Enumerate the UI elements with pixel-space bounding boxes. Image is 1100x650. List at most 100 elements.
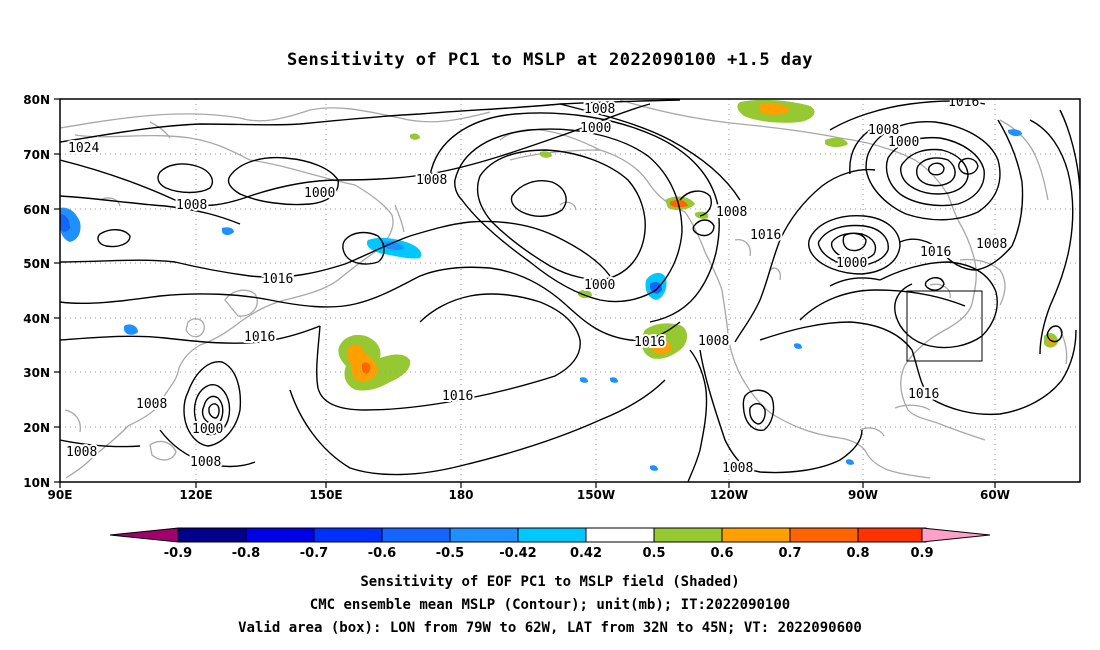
colorbar-cell (857, 527, 927, 543)
contour-label: 1008 (976, 237, 1007, 252)
contour-label: 1016 (920, 245, 951, 260)
shade-negative (1008, 129, 1022, 137)
shade-negative-core (382, 241, 404, 251)
shade-negative (124, 324, 138, 335)
shade-positive-inner (362, 362, 371, 374)
valid-area-box (906, 290, 983, 362)
colorbar-label: -0.5 (436, 546, 464, 561)
mslp-contours (60, 99, 1080, 482)
shade-negative (580, 377, 588, 383)
contour-label: 1008 (66, 445, 97, 460)
colorbar-cell (381, 527, 451, 543)
colorbar-cell (109, 527, 179, 543)
contour-label: 1008 (416, 173, 447, 188)
shade-negative (846, 459, 854, 465)
shade-negative (222, 227, 234, 235)
coastlines (60, 99, 1068, 479)
lon-tick-label: 120E (179, 488, 212, 502)
contour-label: 1008 (716, 205, 747, 220)
contour-label: 1000 (580, 121, 611, 136)
colorbar-cell (177, 527, 247, 543)
lat-tick-label: 30N (23, 366, 50, 380)
lat-tick-label: 10N (23, 476, 50, 490)
footer-caption-valid-area: Valid area (box): LON from 79W to 62W, L… (238, 620, 862, 636)
lat-tick-label: 60N (23, 203, 50, 217)
colorbar-label: -0.9 (164, 546, 192, 561)
lon-tick-label: 150E (309, 488, 342, 502)
lon-tick-label: 180 (448, 488, 473, 502)
colorbar-cell (921, 527, 991, 543)
map-plot-area: 1008 1000 1016 1024 1000 1008 1008 1008 … (60, 95, 1080, 482)
contour-label: 1008 (136, 397, 167, 412)
contour-label: 1000 (888, 135, 919, 150)
colorbar-label: 0.42 (570, 546, 602, 561)
colorbar-label: 0.9 (910, 546, 933, 561)
shade-positive-core (652, 340, 672, 355)
shade-negative-core (650, 282, 662, 294)
contour-label: 1000 (584, 278, 615, 293)
contour-label: 1008 (868, 123, 899, 138)
colorbar-label: -0.42 (499, 546, 536, 561)
contour-label: 1000 (192, 422, 223, 437)
contour-labels: 1008 1000 1016 1024 1000 1008 1008 1008 … (64, 95, 1009, 478)
contour-label: 1016 (750, 228, 781, 243)
page-title: Sensitivity of PC1 to MSLP at 2022090100… (286, 50, 813, 70)
gridlines (60, 99, 1080, 482)
lon-tick-label: 90W (848, 488, 878, 502)
contour-label: 1008 (190, 455, 221, 470)
contour-label: 1016 (244, 330, 275, 345)
contour-label: 1008 (584, 102, 615, 117)
lon-tick-label: 90E (48, 488, 73, 502)
lat-tick-label: 40N (23, 312, 50, 326)
shade-positive (410, 133, 420, 140)
lat-tick-label: 70N (23, 148, 50, 162)
colorbar-label: 0.5 (642, 546, 665, 561)
contour-label: 1008 (698, 334, 729, 349)
colorbar: -0.9 -0.8 -0.7 -0.6 -0.5 -0.42 0.42 0.5 … (109, 527, 991, 561)
shade-positive-core (760, 103, 790, 115)
map-frame (59, 98, 1081, 483)
colorbar-label: 0.6 (710, 546, 733, 561)
contour-label: 1016 (908, 387, 939, 402)
sensitivity-shading (60, 99, 1058, 471)
contour-label: 1016 (442, 389, 473, 404)
contour-label: 1016 (948, 95, 979, 110)
colorbar-cell (653, 527, 723, 543)
shade-positive (825, 137, 848, 147)
colorbar-cell (585, 527, 655, 543)
shade-negative (650, 465, 658, 471)
shade-positive (540, 151, 552, 158)
contour-label: 1016 (634, 335, 665, 350)
colorbar-label: 0.8 (846, 546, 869, 561)
lat-tick-label: 50N (23, 257, 50, 271)
lat-tick-label: 80N (23, 93, 50, 107)
contour-label: 1008 (722, 461, 753, 476)
colorbar-label: -0.8 (232, 546, 260, 561)
shade-negative (610, 377, 618, 383)
lon-axis: 90E 120E 150E 180 150W 120W 90W 60W (48, 482, 1010, 502)
contour-label: 1016 (262, 272, 293, 287)
contour-label: 1000 (836, 256, 867, 271)
footer-caption-shading: Sensitivity of EOF PC1 to MSLP field (Sh… (360, 574, 740, 590)
colorbar-cell (721, 527, 791, 543)
colorbar-cell (313, 527, 383, 543)
footer-caption-contour: CMC ensemble mean MSLP (Contour); unit(m… (309, 597, 791, 613)
colorbar-cell (245, 527, 315, 543)
colorbar-cell (517, 527, 587, 543)
shade-negative (794, 343, 802, 349)
lat-axis: 80N 70N 60N 50N 40N 30N 20N 10N (23, 93, 60, 490)
lon-tick-label: 120W (710, 488, 748, 502)
colorbar-cell (449, 527, 519, 543)
lat-tick-label: 20N (23, 421, 50, 435)
contour-label: 1024 (68, 141, 99, 156)
shade-negative-core (60, 214, 70, 232)
contour-label: 1008 (176, 198, 207, 213)
colorbar-label: -0.7 (300, 546, 328, 561)
colorbar-label: 0.7 (778, 546, 801, 561)
colorbar-label: -0.6 (368, 546, 396, 561)
lon-tick-label: 60W (980, 488, 1010, 502)
contour-label: 1000 (304, 186, 335, 201)
lon-tick-label: 150W (577, 488, 615, 502)
colorbar-cell (789, 527, 859, 543)
